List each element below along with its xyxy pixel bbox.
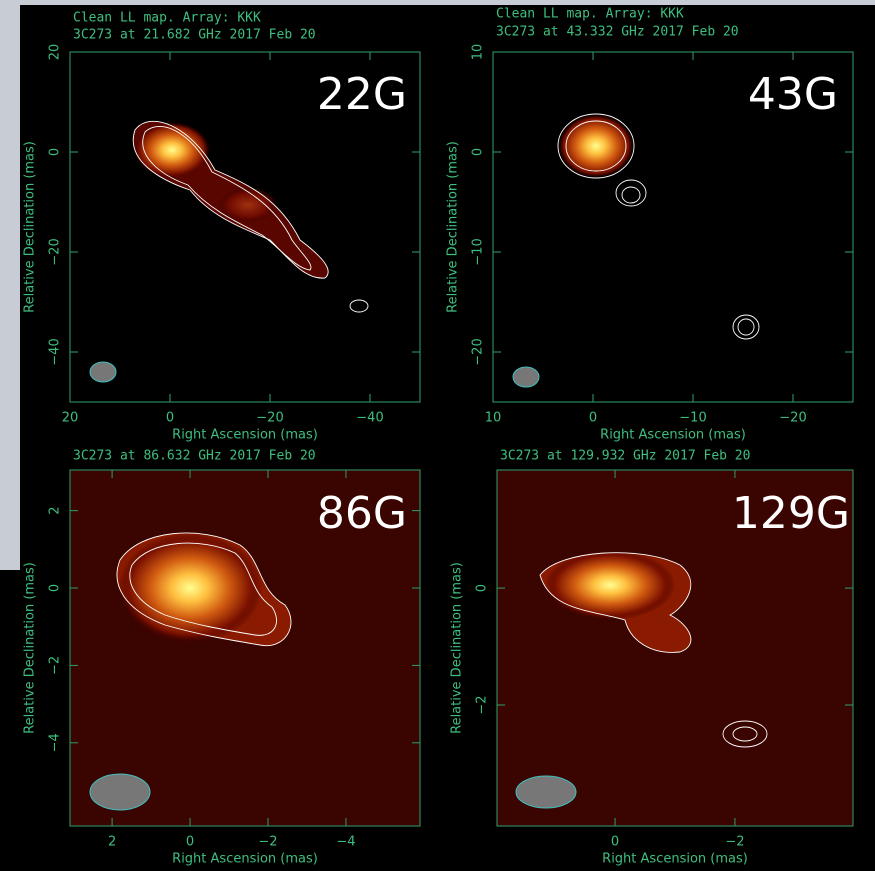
y-tick-label: 2 <box>48 506 63 514</box>
y-tick-label: −4 <box>48 733 63 752</box>
slide-edge <box>0 0 875 5</box>
band-label: 129G <box>732 488 850 539</box>
map-header: Clean LL map. Array: KKK <box>73 11 261 26</box>
x-axis-label: Right Ascension (mas) <box>600 428 746 443</box>
x-tick-label: 2 <box>108 835 116 850</box>
x-tick-label: −2 <box>725 835 744 850</box>
x-tick-label: −40 <box>356 411 383 426</box>
figure: Clean LL map. Array: KKK 3C273 at 21.682 … <box>0 0 875 871</box>
x-tick-label: −2 <box>258 835 277 850</box>
map-header: 3C273 at 43.332 GHz 2017 Feb 20 <box>496 25 739 40</box>
x-tick-label: 0 <box>166 411 174 426</box>
y-tick-label: 0 <box>48 148 63 156</box>
map-header: 3C273 at 86.632 GHz 2017 Feb 20 <box>73 449 316 464</box>
x-tick-label: −4 <box>336 835 355 850</box>
map-header: 3C273 at 21.682 GHz 2017 Feb 20 <box>73 28 316 43</box>
y-tick-label: −40 <box>48 338 63 365</box>
y-tick-label: −2 <box>48 656 63 675</box>
y-axis-label: Relative Declination (mas) <box>23 141 38 313</box>
x-axis-label: Right Ascension (mas) <box>172 428 318 443</box>
y-tick-label: −10 <box>471 238 486 265</box>
y-tick-label: −20 <box>471 338 486 365</box>
x-tick-label: 0 <box>186 835 194 850</box>
y-tick-label: 20 <box>48 44 63 61</box>
y-tick-label: −20 <box>48 238 63 265</box>
x-axis-label: Right Ascension (mas) <box>172 852 318 867</box>
y-tick-label: 0 <box>48 584 63 592</box>
x-axis-label: Right Ascension (mas) <box>602 852 748 867</box>
y-tick-label: 0 <box>475 584 490 592</box>
map-header: 3C273 at 129.932 GHz 2017 Feb 20 <box>500 449 750 464</box>
y-axis-label: Relative Declination (mas) <box>446 141 461 313</box>
x-tick-label: 20 <box>62 411 79 426</box>
x-tick-label: 0 <box>589 411 597 426</box>
y-tick-label: −2 <box>475 695 490 714</box>
y-axis-label: Relative Declination (mas) <box>450 562 465 734</box>
x-tick-label: −20 <box>256 411 283 426</box>
band-label: 43G <box>748 69 838 120</box>
map-header: Clean LL map. Array: KKK <box>496 7 684 22</box>
y-tick-label: 10 <box>471 44 486 61</box>
y-axis-label: Relative Declination (mas) <box>23 562 38 734</box>
x-tick-label: 0 <box>611 835 619 850</box>
x-tick-label: −20 <box>779 411 806 426</box>
band-label: 22G <box>317 69 407 120</box>
x-tick-label: −10 <box>679 411 706 426</box>
slide-edge <box>0 0 20 570</box>
x-tick-label: 10 <box>485 411 502 426</box>
band-label: 86G <box>317 488 407 539</box>
y-tick-label: 0 <box>471 148 486 156</box>
